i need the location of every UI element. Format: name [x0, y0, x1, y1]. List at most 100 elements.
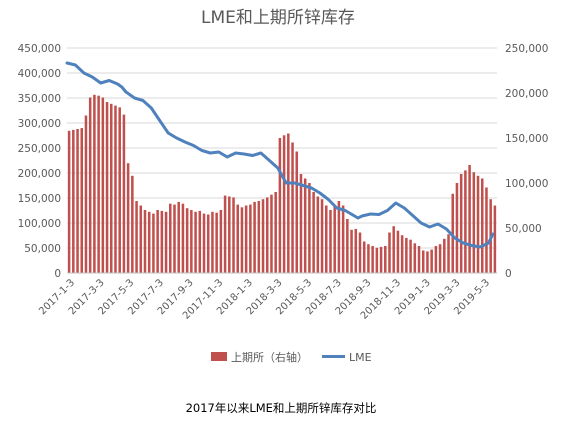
y-left-tick-label: 350,000	[18, 93, 61, 105]
bar-shfe	[346, 219, 349, 273]
bar-shfe	[362, 241, 366, 273]
bar-shfe	[261, 199, 265, 273]
bar-shfe	[468, 165, 471, 273]
lme-line	[65, 61, 495, 249]
figure-caption: 2017年以来LME和上期所锌库存对比	[186, 401, 377, 415]
bar-shfe	[274, 192, 277, 273]
y-left-tick-label: 400,000	[18, 68, 61, 80]
bar-shfe	[126, 163, 130, 273]
bar-shfe	[413, 243, 417, 273]
bar-shfe	[105, 102, 109, 273]
y-left-tick-label: 200,000	[18, 168, 61, 180]
y-left-tick-label: 50,000	[24, 243, 61, 255]
bar-shfe	[202, 213, 206, 273]
y-left-tick-label: 0	[54, 268, 61, 280]
bar-shfe	[282, 135, 286, 273]
bar-shfe	[173, 204, 176, 273]
bar-shfe	[257, 201, 261, 273]
bar-shfe	[426, 251, 429, 273]
bar-shfe	[206, 214, 210, 273]
y-right-tick-label: 200,000	[505, 88, 548, 100]
bar-shfe	[350, 229, 353, 273]
bar-shfe	[308, 183, 311, 273]
bar-shfe	[67, 130, 71, 273]
bar-shfe	[287, 133, 290, 273]
y-left-tick-label: 300,000	[18, 118, 61, 130]
bar-shfe	[485, 187, 488, 273]
bar-series	[67, 94, 497, 274]
y-right-tick-label: 100,000	[505, 178, 548, 190]
bar-shfe	[211, 211, 214, 273]
bar-shfe	[177, 201, 180, 273]
bar-shfe	[147, 211, 151, 273]
bar-shfe	[190, 210, 193, 273]
bar-shfe	[278, 138, 282, 273]
y-right-tick-label: 50,000	[505, 223, 542, 235]
x-axis: 2017-1-32017-3-32017-5-32017-7-32017-9-3…	[37, 277, 492, 321]
legend-swatch-shfe	[211, 352, 227, 361]
bar-shfe	[379, 246, 383, 273]
bar-shfe	[122, 114, 126, 273]
bar-shfe	[320, 199, 324, 273]
y-right-tick-label: 0	[505, 268, 512, 280]
bar-shfe	[131, 175, 134, 273]
bar-shfe	[270, 194, 273, 273]
bar-shfe	[114, 105, 117, 273]
bar-shfe	[358, 232, 362, 273]
bar-shfe	[101, 97, 105, 273]
legend-label-lme: LME	[349, 351, 372, 364]
bar-shfe	[198, 210, 202, 273]
bar-shfe	[341, 205, 345, 273]
bar-shfe	[405, 237, 408, 273]
bar-shfe	[139, 205, 143, 273]
bar-shfe	[455, 183, 459, 273]
chart-title: LME和上期所锌库存	[201, 8, 355, 28]
bar-shfe	[240, 207, 244, 273]
y-left-tick-label: 150,000	[18, 193, 61, 205]
y-right-tick-label: 250,000	[505, 43, 548, 55]
bar-shfe	[396, 230, 400, 273]
bar-shfe	[80, 128, 84, 273]
y-left-tick-label: 250,000	[18, 143, 61, 155]
bar-shfe	[409, 239, 412, 273]
y-left-tick-label: 450,000	[18, 43, 61, 55]
bar-shfe	[72, 129, 75, 273]
bar-shfe	[375, 247, 379, 273]
bar-shfe	[384, 246, 387, 273]
bar-shfe	[97, 95, 100, 273]
bar-shfe	[451, 193, 454, 273]
bar-shfe	[164, 211, 168, 273]
bar-shfe	[443, 238, 446, 273]
bar-shfe	[476, 175, 480, 273]
bar-shfe	[493, 205, 497, 273]
bar-shfe	[371, 246, 374, 273]
bar-shfe	[194, 211, 197, 273]
bar-shfe	[438, 244, 442, 273]
bar-shfe	[228, 196, 231, 273]
bar-shfe	[223, 195, 227, 273]
bar-shfe	[93, 94, 96, 273]
bar-shfe	[160, 210, 164, 273]
bar-shfe	[295, 151, 299, 273]
bar-shfe	[253, 201, 256, 273]
y-axis-right: 0 50,000 100,000 150,000 200,000 250,000	[505, 43, 548, 280]
bar-shfe	[244, 205, 248, 273]
bar-shfe	[480, 178, 484, 273]
bar-shfe	[169, 203, 172, 273]
bar-shfe	[417, 246, 421, 273]
bar-shfe	[421, 250, 425, 273]
bar-shfe	[76, 129, 79, 273]
bar-shfe	[430, 249, 433, 273]
bar-shfe	[464, 170, 467, 273]
bar-shfe	[316, 196, 320, 273]
bar-shfe	[249, 204, 252, 273]
bar-shfe	[156, 210, 159, 273]
bar-shfe	[333, 206, 336, 273]
bar-shfe	[232, 197, 235, 273]
bar-shfe	[215, 212, 218, 273]
bar-shfe	[143, 210, 147, 273]
bar-shfe	[181, 203, 185, 273]
bar-shfe	[312, 192, 315, 273]
bar-shfe	[291, 142, 294, 273]
